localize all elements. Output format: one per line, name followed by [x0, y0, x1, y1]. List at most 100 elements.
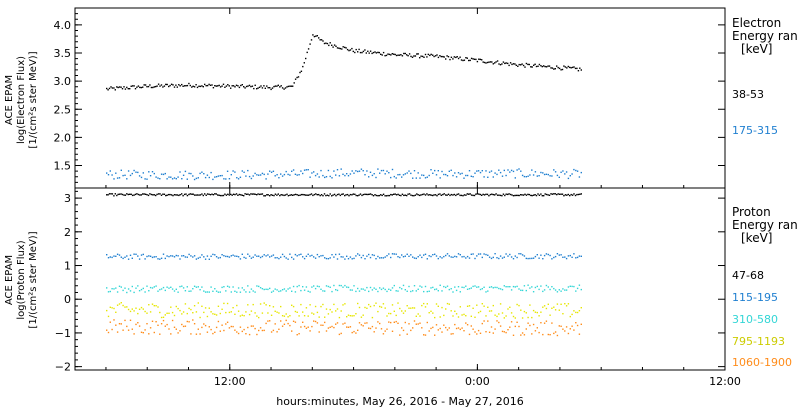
- proton-data-point: [153, 286, 155, 288]
- electron-data-point: [335, 45, 337, 47]
- proton-data-point: [358, 322, 361, 324]
- proton-data-point: [553, 332, 555, 335]
- electron-data-point: [450, 169, 452, 171]
- electron-data-point: [427, 53, 429, 56]
- electron-y-tick-label: 2.5: [54, 103, 72, 116]
- electron-data-point: [465, 57, 467, 59]
- proton-data-point: [553, 306, 555, 308]
- proton-data-point: [285, 313, 287, 315]
- proton-data-point: [240, 194, 242, 196]
- proton-data-point: [384, 307, 386, 309]
- proton-data-point: [325, 194, 327, 197]
- proton-data-point: [481, 322, 483, 325]
- proton-data-point: [374, 194, 376, 196]
- electron-data-point: [241, 84, 243, 86]
- proton-data-point: [333, 303, 335, 306]
- electron-data-point: [574, 67, 577, 70]
- proton-data-point: [439, 327, 441, 330]
- electron-data-point: [400, 54, 402, 56]
- proton-data-point: [564, 303, 566, 305]
- proton-data-point: [575, 290, 577, 292]
- proton-data-point: [450, 310, 452, 312]
- proton-data-point: [443, 255, 445, 258]
- proton-data-point: [210, 328, 212, 331]
- proton-data-point: [127, 329, 130, 331]
- proton-data-point: [289, 253, 291, 255]
- proton-data-point: [560, 303, 562, 305]
- proton-data-point: [525, 194, 528, 196]
- proton-data-point: [494, 194, 496, 196]
- electron-data-point: [199, 172, 201, 175]
- proton-data-point: [294, 291, 297, 293]
- proton-data-point: [575, 322, 577, 324]
- proton-data-point: [474, 316, 476, 318]
- electron-data-point: [280, 85, 282, 87]
- proton-data-point: [258, 316, 260, 319]
- proton-data-point: [476, 193, 479, 195]
- proton-data-point: [483, 286, 485, 288]
- proton-data-point: [243, 256, 245, 259]
- proton-data-point: [243, 315, 245, 317]
- proton-data-point: [436, 195, 438, 197]
- electron-data-point: [542, 172, 544, 174]
- proton-data-point: [560, 193, 562, 195]
- electron-data-point: [460, 59, 463, 61]
- proton-data-point: [120, 323, 122, 325]
- proton-data-point: [284, 194, 287, 196]
- proton-data-point: [149, 311, 152, 313]
- electron-data-point: [254, 172, 256, 175]
- proton-data-point: [417, 288, 419, 290]
- proton-data-point: [142, 253, 144, 256]
- electron-data-point: [215, 85, 217, 87]
- proton-data-point: [503, 331, 505, 333]
- electron-ylabel-line3: [1/(cm²s ster MeV)]: [28, 51, 39, 148]
- proton-data-point: [179, 258, 181, 260]
- electron-data-point: [341, 48, 343, 50]
- electron-data-point: [377, 51, 379, 54]
- electron-data-point: [488, 61, 490, 63]
- electron-data-point: [553, 68, 555, 70]
- proton-data-point: [545, 320, 548, 322]
- proton-data-point: [562, 256, 564, 258]
- electron-data-point: [472, 58, 474, 60]
- electron-data-point: [474, 172, 476, 174]
- proton-data-point: [175, 328, 177, 330]
- proton-data-point: [400, 194, 402, 197]
- electron-data-point: [558, 67, 561, 70]
- proton-data-point: [470, 253, 472, 255]
- electron-data-point: [423, 174, 425, 177]
- proton-data-point: [254, 312, 256, 314]
- proton-data-point: [318, 331, 320, 333]
- electron-data-point: [465, 174, 467, 177]
- proton-data-point: [410, 329, 412, 332]
- proton-data-point: [217, 194, 219, 196]
- proton-data-point: [386, 255, 388, 257]
- proton-data-point: [276, 194, 278, 196]
- proton-data-point: [527, 316, 529, 319]
- proton-data-point: [441, 290, 443, 292]
- proton-data-point: [184, 303, 187, 305]
- proton-data-point: [455, 256, 458, 258]
- proton-data-point: [164, 314, 166, 316]
- electron-data-point: [281, 87, 284, 89]
- proton-data-point: [143, 193, 145, 195]
- proton-data-point: [445, 286, 447, 289]
- proton-data-point: [357, 253, 359, 255]
- proton-data-point: [153, 305, 155, 307]
- proton-y-tick-label: −1: [55, 327, 71, 340]
- proton-data-point: [336, 289, 339, 292]
- electron-data-point: [455, 56, 457, 59]
- proton-data-point: [320, 194, 323, 196]
- proton-data-point: [522, 194, 525, 196]
- proton-data-point: [210, 286, 212, 288]
- electron-y-tick-label: 2.0: [54, 131, 72, 144]
- proton-data-point: [172, 194, 174, 197]
- electron-data-point: [123, 86, 125, 88]
- proton-data-point: [382, 333, 385, 335]
- electron-data-point: [415, 177, 417, 179]
- electron-data-point: [138, 175, 141, 177]
- proton-data-point: [531, 333, 533, 335]
- proton-data-point: [540, 322, 542, 324]
- proton-data-point: [446, 302, 449, 305]
- proton-data-point: [498, 321, 500, 324]
